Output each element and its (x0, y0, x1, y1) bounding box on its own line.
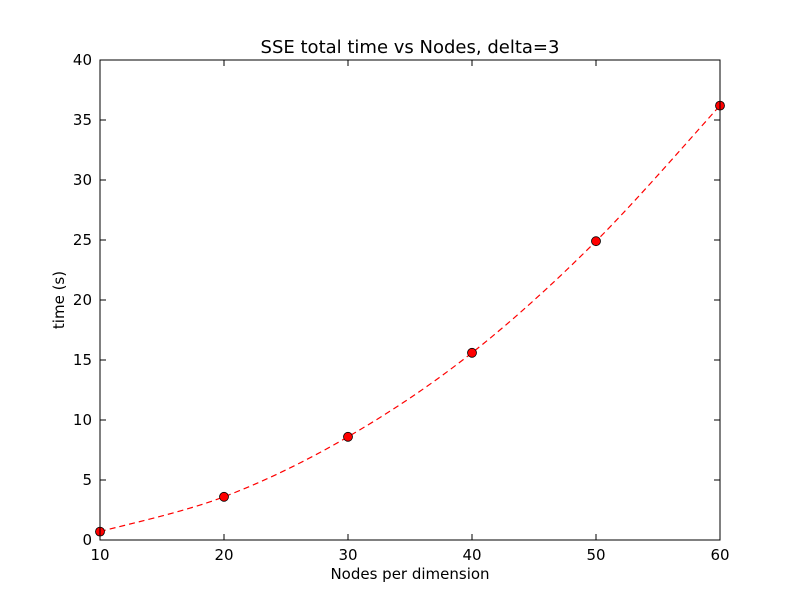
plot-area (100, 60, 720, 540)
data-point (591, 236, 601, 247)
series-line (99, 105, 721, 533)
x-tick-label: 40 (462, 546, 481, 564)
y-axis-label: time (s) (50, 271, 68, 329)
chart-title: SSE total time vs Nodes, delta=3 (261, 37, 560, 58)
plot-frame (99, 59, 721, 541)
x-tick-label: 20 (214, 546, 233, 564)
x-tick-label: 10 (90, 546, 109, 564)
data-point (343, 431, 353, 442)
x-axis-label: Nodes per dimension (330, 565, 489, 583)
y-tick-label: 5 (82, 471, 92, 489)
y-tick-label: 40 (73, 51, 92, 69)
y-tick-label: 35 (73, 111, 92, 129)
y-tick-label: 0 (82, 531, 92, 549)
data-point (467, 347, 477, 358)
y-tick-label: 25 (73, 231, 92, 249)
y-tick-label: 10 (73, 411, 92, 429)
x-tick-label: 60 (710, 546, 729, 564)
x-tick-label: 50 (586, 546, 605, 564)
y-tick-label: 20 (73, 291, 92, 309)
y-tick-label: 30 (73, 171, 92, 189)
tick-labels: 10 20 30 40 50 60 0 5 10 15 20 25 30 35 40 (73, 51, 730, 564)
y-tick-label: 15 (73, 351, 92, 369)
x-tick-label: 30 (338, 546, 357, 564)
data-point (219, 491, 229, 502)
